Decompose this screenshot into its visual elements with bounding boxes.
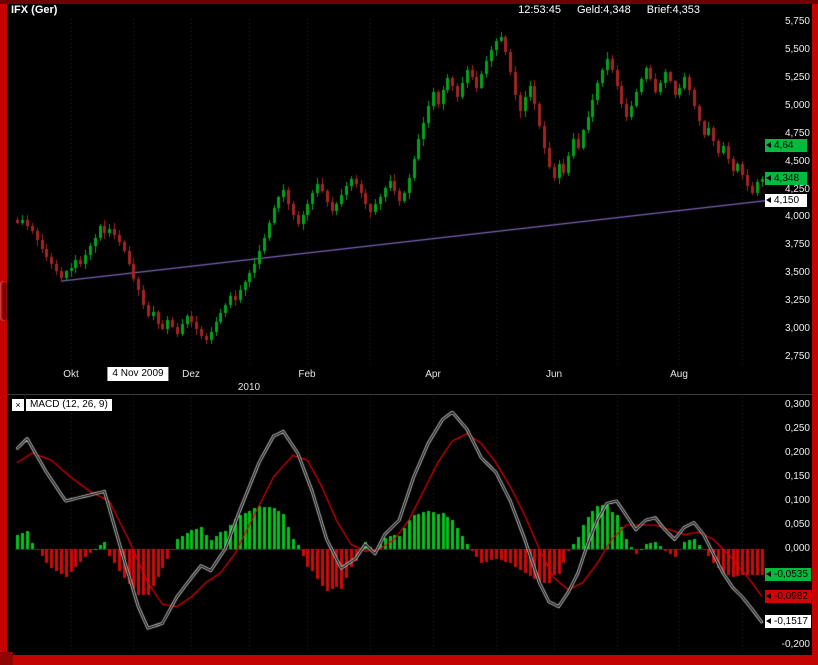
price-axis-tick: 3,250 bbox=[784, 295, 810, 306]
price-axis-tick: 2,750 bbox=[784, 351, 810, 362]
macd-axis-tick: 0,300 bbox=[784, 399, 810, 410]
macd-axis-tick: 0,050 bbox=[784, 519, 810, 530]
chart-content: IFX (Ger) 12:53:45 Geld:4,348 Brief:4,35… bbox=[7, 4, 812, 655]
macd-badge: -0,1517 bbox=[765, 615, 811, 628]
price-axis-tick: 5,500 bbox=[784, 44, 810, 55]
macd-panel: × MACD (12, 26, 9) 0,300 0,250 0,200 0,150 0… bbox=[7, 394, 812, 655]
macd-label[interactable]: MACD (12, 26, 9) bbox=[26, 399, 112, 411]
time-axis-label: Dez bbox=[182, 369, 200, 380]
macd-axis-tick: 0,000 bbox=[784, 543, 810, 554]
macd-axis-tick: 0,100 bbox=[784, 495, 810, 506]
price-axis-tick: 3,750 bbox=[784, 239, 810, 250]
time-axis-label: Aug bbox=[670, 369, 688, 380]
macd-axis-tick: 0,200 bbox=[784, 447, 810, 458]
time-axis-label: Okt bbox=[63, 369, 79, 380]
macd-badge: -0,0982 bbox=[765, 590, 811, 603]
price-chart-panel: 5,750 5,500 5,250 5,000 4,750 4,500 4,250 4,000… bbox=[7, 16, 812, 367]
year-axis-row: 2010 bbox=[7, 382, 812, 394]
macd-close-button[interactable]: × bbox=[12, 399, 24, 411]
price-axis-tick: 4,750 bbox=[784, 128, 810, 139]
clock-readout: 12:53:45 bbox=[518, 4, 561, 16]
price-axis-tick: 5,750 bbox=[784, 16, 810, 27]
macd-chart-canvas[interactable] bbox=[7, 395, 812, 655]
price-axis-tick: 4,000 bbox=[784, 211, 810, 222]
titlebar[interactable]: IFX (Ger) 12:53:45 Geld:4,348 Brief:4,35… bbox=[7, 4, 812, 17]
time-axis-label: Apr bbox=[425, 369, 441, 380]
bid-readout: Geld:4,348 bbox=[576, 4, 631, 16]
window-corner-grip[interactable] bbox=[0, 652, 13, 665]
ask-readout: Brief:4,353 bbox=[646, 4, 700, 16]
price-badge: 4,150 bbox=[765, 194, 807, 207]
price-axis-tick: 5,000 bbox=[784, 100, 810, 111]
price-axis-tick: 4,250 bbox=[784, 184, 810, 195]
price-axis-tick: 4,500 bbox=[784, 156, 810, 167]
window-border-top bbox=[0, 0, 818, 4]
macd-badge: -0,0535 bbox=[765, 568, 811, 581]
price-badge: 4,64 bbox=[765, 139, 807, 152]
price-badge: 4,348 bbox=[765, 172, 807, 185]
price-chart-canvas[interactable] bbox=[7, 17, 812, 367]
year-label: 2010 bbox=[237, 382, 261, 393]
quote-readout: 12:53:45 Geld:4,348 Brief:4,353 bbox=[518, 4, 700, 17]
time-axis[interactable]: Okt Dez Feb Apr Jun Aug 4 Nov 2009 bbox=[7, 367, 812, 382]
price-axis-tick: 3,500 bbox=[784, 267, 810, 278]
macd-axis-tick: 0,250 bbox=[784, 423, 810, 434]
window-left-grip[interactable] bbox=[0, 281, 7, 321]
indicator-label-group: × MACD (12, 26, 9) bbox=[12, 399, 112, 411]
time-axis-label: Feb bbox=[298, 369, 316, 380]
macd-axis-tick: 0,150 bbox=[784, 471, 810, 482]
symbol-title: IFX (Ger) bbox=[11, 4, 58, 16]
cursor-date-label: 4 Nov 2009 bbox=[107, 367, 169, 381]
price-axis-tick: 3,000 bbox=[784, 323, 810, 334]
time-axis-label: Jun bbox=[545, 369, 563, 380]
price-axis-tick: 5,250 bbox=[784, 72, 810, 83]
macd-axis-tick: -0,200 bbox=[781, 639, 810, 650]
